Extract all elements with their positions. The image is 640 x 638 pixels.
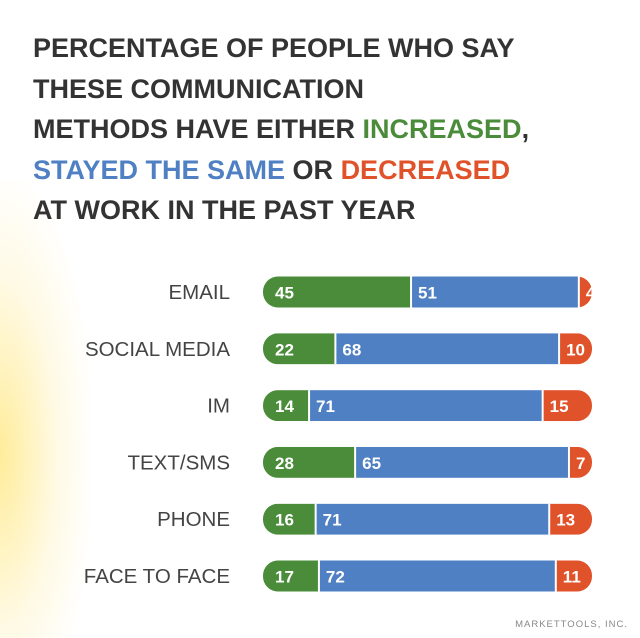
data-label: 11: [563, 568, 581, 587]
bar-segment-increased: [263, 503, 316, 535]
bar-segment-same: [411, 276, 579, 308]
bar-segment-increased: [263, 560, 319, 592]
title-text: OR: [285, 154, 341, 185]
data-label: 28: [275, 454, 294, 473]
category-label: SOCIAL MEDIA: [85, 338, 230, 361]
data-label: 68: [342, 340, 361, 359]
title-line: STAYED THE SAME OR DECREASED: [33, 150, 628, 191]
category-label: IM: [207, 395, 230, 418]
bar-segment-same: [335, 333, 560, 365]
bar-segment-increased: [263, 390, 310, 422]
chart-title: PERCENTAGE OF PEOPLE WHO SAY THESE COMMU…: [33, 28, 628, 231]
title-line: AT WORK IN THE PAST YEAR: [33, 195, 416, 225]
data-label: 72: [326, 568, 345, 587]
bar-segment-decreased: [542, 390, 592, 422]
category-label: EMAIL: [168, 281, 230, 304]
source-credit: MARKETTOOLS, INC.: [515, 619, 628, 630]
bar-segment-decreased: [578, 276, 592, 308]
data-label: 51: [418, 284, 437, 303]
bar-segment-increased: [263, 276, 412, 308]
title-text: METHODS HAVE EITHER: [33, 114, 363, 144]
bar-segment-decreased: [559, 333, 592, 365]
bar-segment-same: [309, 390, 543, 422]
title-text: ,: [521, 114, 530, 144]
title-line: THESE COMMUNICATION: [33, 73, 364, 104]
bar-segment-same: [355, 446, 569, 478]
data-label: 71: [316, 397, 335, 416]
data-label: 71: [323, 511, 342, 530]
data-label: 65: [362, 454, 381, 473]
bar-segment-decreased: [549, 503, 592, 535]
category-label: PHONE: [157, 508, 230, 531]
data-label: 16: [275, 511, 294, 530]
bar-segment-increased: [263, 446, 356, 478]
bar-segment-same: [315, 503, 550, 535]
title-line: PERCENTAGE OF PEOPLE WHO SAY: [33, 33, 515, 63]
data-label: 15: [550, 397, 569, 416]
category-label: TEXT/SMS: [127, 451, 230, 474]
title-stayed: STAYED THE SAME: [33, 154, 286, 185]
bar-segment-increased: [263, 333, 336, 365]
bar-segment-same: [318, 560, 556, 592]
data-label: 45: [275, 284, 294, 303]
data-label: 4: [586, 284, 596, 303]
data-label: 13: [556, 511, 575, 530]
title-increased: INCREASED: [362, 114, 522, 144]
title-decreased: DECREASED: [340, 154, 511, 185]
category-label: FACE TO FACE: [84, 565, 230, 588]
data-label: 10: [566, 340, 585, 359]
bar-segment-decreased: [555, 560, 592, 592]
background-glow: [0, 180, 90, 638]
data-label: 7: [576, 454, 585, 473]
data-label: 14: [275, 397, 294, 416]
data-label: 17: [275, 568, 294, 587]
data-label: 22: [275, 340, 294, 359]
title-line: METHODS HAVE EITHER INCREASED,: [33, 109, 628, 150]
bar-segment-decreased: [568, 446, 592, 478]
